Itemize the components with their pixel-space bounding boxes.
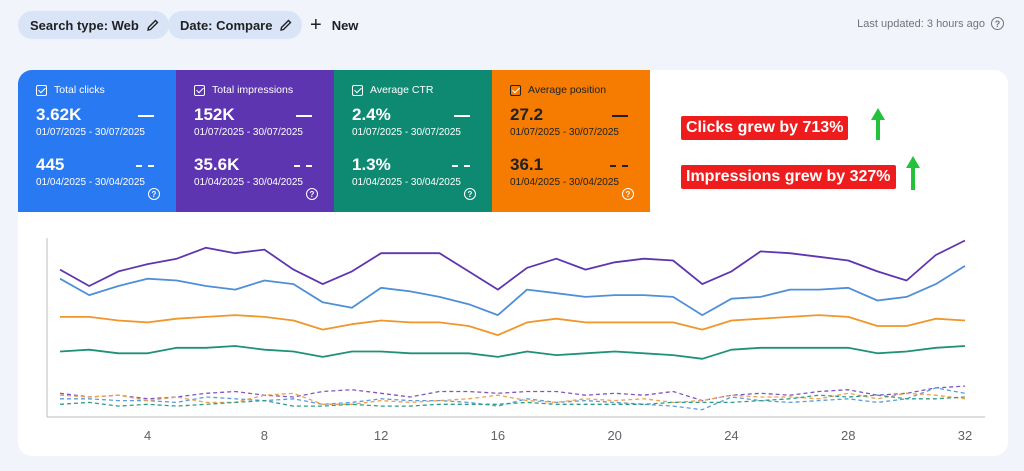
help-icon[interactable]: ?	[622, 188, 634, 200]
series-line-position	[60, 314, 966, 337]
plus-icon: +	[310, 14, 322, 36]
metric-range-compare: 01/04/2025 - 30/04/2025	[36, 177, 145, 188]
dashed-line-legend-icon	[452, 165, 470, 167]
metric-range-current: 01/07/2025 - 30/07/2025	[510, 127, 619, 138]
metric-value-current: 2.4%	[352, 105, 492, 125]
date-filter[interactable]: Date: Compare	[168, 11, 303, 39]
new-filter-button[interactable]: + New	[310, 11, 358, 39]
checkbox-icon[interactable]	[352, 84, 363, 96]
x-tick-label: 4	[144, 428, 151, 443]
x-tick-label: 32	[958, 428, 972, 443]
series-line-clicks	[59, 265, 966, 317]
search-type-label: Search type: Web	[30, 17, 139, 33]
pencil-icon	[280, 19, 292, 31]
metric-card-position[interactable]: Average position 27.2 01/07/2025 - 30/07…	[492, 70, 650, 212]
series-line-impressions-compare	[59, 385, 966, 402]
help-icon[interactable]: ?	[464, 188, 476, 200]
metric-label: Total clicks	[54, 84, 105, 96]
metric-range-compare: 01/04/2025 - 30/04/2025	[352, 177, 461, 188]
metric-label: Total impressions	[212, 84, 294, 96]
metric-label: Average position	[528, 84, 607, 96]
metric-range-current: 01/07/2025 - 30/07/2025	[352, 127, 461, 138]
performance-line-chart: 4 8 12 16 20 24 28 32	[46, 238, 985, 443]
help-icon[interactable]: ?	[991, 17, 1004, 30]
metric-value-compare: 35.6K	[194, 155, 334, 175]
metric-value-current: 152K	[194, 105, 334, 125]
date-filter-label: Date: Compare	[180, 17, 273, 33]
series-line-ctr	[59, 345, 966, 360]
checkbox-icon[interactable]	[36, 84, 47, 96]
dashed-line-legend-icon	[610, 165, 628, 167]
x-tick-label: 8	[261, 428, 268, 443]
new-filter-label: New	[331, 17, 359, 33]
metric-value-compare: 36.1	[510, 155, 650, 175]
x-tick-label: 12	[374, 428, 388, 443]
dashed-line-legend-icon	[294, 165, 312, 167]
checkbox-icon[interactable]	[194, 84, 205, 96]
solid-line-legend-icon	[296, 115, 312, 117]
solid-line-legend-icon	[612, 115, 628, 117]
search-type-filter[interactable]: Search type: Web	[18, 11, 169, 39]
clicks-growth-callout: Clicks grew by 713%	[681, 116, 849, 140]
up-arrow-icon	[906, 156, 920, 190]
metric-label: Average CTR	[370, 84, 434, 96]
metric-range-current: 01/07/2025 - 30/07/2025	[194, 127, 303, 138]
last-updated: Last updated: 3 hours ago ?	[857, 17, 1004, 30]
solid-line-legend-icon	[138, 115, 154, 117]
metric-range-compare: 01/04/2025 - 30/04/2025	[510, 177, 619, 188]
x-tick-label: 24	[724, 428, 738, 443]
solid-line-legend-icon	[454, 115, 470, 117]
series-line-impressions	[59, 239, 966, 291]
performance-panel: Total clicks 3.62K 01/07/2025 - 30/07/20…	[18, 70, 1008, 456]
metric-value-compare: 1.3%	[352, 155, 492, 175]
x-tick-label: 28	[841, 428, 855, 443]
series-line-clicks-compare	[60, 387, 966, 411]
checkbox-icon[interactable]	[510, 84, 521, 96]
metric-range-current: 01/07/2025 - 30/07/2025	[36, 127, 145, 138]
impressions-growth-callout: Impressions grew by 327%	[681, 165, 896, 189]
last-updated-text: Last updated: 3 hours ago	[857, 17, 985, 30]
metric-range-compare: 01/04/2025 - 30/04/2025	[194, 177, 303, 188]
help-icon[interactable]: ?	[306, 188, 318, 200]
metric-card-clicks[interactable]: Total clicks 3.62K 01/07/2025 - 30/07/20…	[18, 70, 176, 212]
up-arrow-icon	[871, 108, 885, 140]
help-icon[interactable]: ?	[148, 188, 160, 200]
x-tick-label: 20	[607, 428, 621, 443]
metric-value-compare: 445	[36, 155, 176, 175]
x-tick-label: 16	[491, 428, 505, 443]
metric-value-current: 3.62K	[36, 105, 176, 125]
series-line-position-compare	[59, 392, 966, 405]
metric-value-current: 27.2	[510, 105, 650, 125]
metric-card-impressions[interactable]: Total impressions 152K 01/07/2025 - 30/0…	[176, 70, 334, 212]
metric-card-ctr[interactable]: Average CTR 2.4% 01/07/2025 - 30/07/2025…	[334, 70, 492, 212]
dashed-line-legend-icon	[136, 165, 154, 167]
pencil-icon	[146, 19, 159, 31]
